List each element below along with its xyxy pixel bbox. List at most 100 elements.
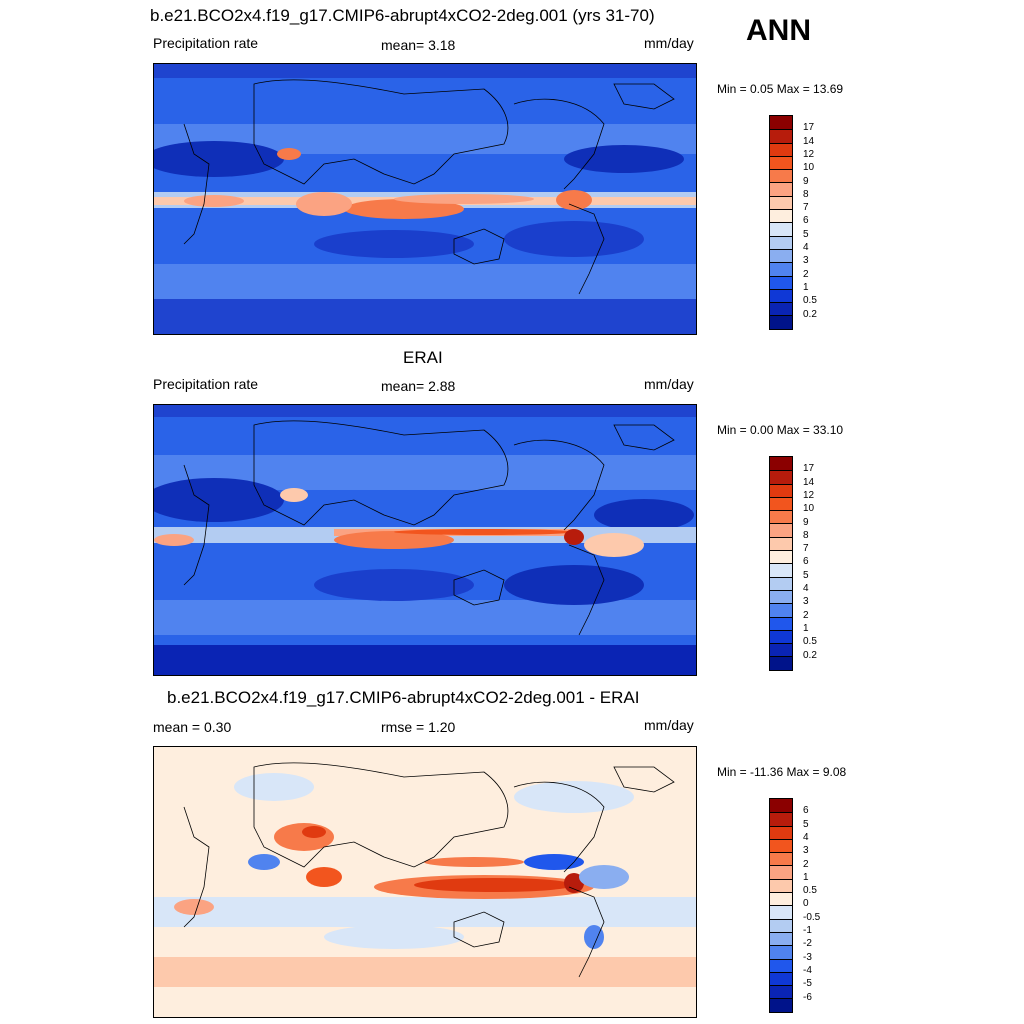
- panel2-colorbar-tick-label: 10: [803, 503, 815, 515]
- panel2-colorbar-color-box: [770, 656, 792, 670]
- panel3-colorbar-color-box: [770, 945, 792, 959]
- panel3-colorbar-color-box: [770, 838, 792, 853]
- panel1-minmax: Min = 0.05 Max = 13.69: [717, 82, 844, 96]
- panel2-colorbar-tick-label: 0.5: [803, 636, 817, 648]
- panel3-colorbar-color-box: [770, 812, 792, 826]
- panel3-colorbar-tick-label: -5: [803, 978, 812, 990]
- panel2-colorbar-color-box: [770, 550, 792, 564]
- panel2-units-label: mm/day: [644, 376, 694, 392]
- panel3-rmse-label: rmse = 1.20: [381, 719, 456, 735]
- panel2-variable-label: Precipitation rate: [153, 376, 259, 392]
- panel1-colorbar-tick-label: 6: [803, 215, 809, 227]
- panel2-colorbar-tick-label: 6: [803, 556, 809, 568]
- panel3-colorbar-tick-label: 3: [803, 845, 809, 857]
- panel1-colorbar-tick-label: 12: [803, 148, 815, 160]
- panel2-colorbar-tick-label: 8: [803, 529, 809, 541]
- panel1-colorbar-color-box: [770, 288, 792, 303]
- panel1-colorbar-color-box: [770, 129, 792, 143]
- panel2-colorbar-tick-label: 5: [803, 569, 809, 581]
- panel1-colorbar-color-box: [770, 275, 792, 289]
- panel1-colorbar-color-box: [770, 248, 792, 263]
- panel1-colorbar-color-box: [770, 155, 792, 170]
- panel1-precip-map: [153, 63, 697, 335]
- panel2-colorbar-tick-label: 14: [803, 476, 815, 488]
- panel1-colorbar-tick-label: 3: [803, 255, 809, 267]
- panel1-colorbar-tick-label: 10: [803, 162, 815, 174]
- panel2-colorbar-color-box: [770, 457, 792, 471]
- panel1-variable-label: Precipitation rate: [153, 35, 259, 51]
- panel2-colorbar: [769, 456, 793, 671]
- panel3-colorbar-tick-label: -3: [803, 951, 812, 963]
- panel1-units-label: mm/day: [644, 35, 694, 51]
- panel3-colorbar-tick-label: 0.5: [803, 885, 817, 897]
- panel2-title: ERAI: [403, 348, 443, 367]
- panel1-colorbar-tick-label: 0.5: [803, 295, 817, 307]
- panel3-colorbar-color-box: [770, 865, 792, 879]
- panel3-colorbar-tick-label: -0.5: [803, 911, 821, 923]
- panel1-colorbar-tick-label: 2: [803, 268, 809, 280]
- panel1-colorbar-color-box: [770, 222, 792, 236]
- panel3-colorbar: [769, 798, 793, 1013]
- panel3-colorbar-color-box: [770, 918, 792, 932]
- panel3-colorbar-tick-label: -6: [803, 991, 812, 1003]
- panel3-colorbar-color-box: [770, 825, 792, 839]
- panel3-mean-label: mean = 0.30: [153, 719, 232, 735]
- panel1-colorbar-tick-label: 9: [803, 175, 809, 187]
- panel2-colorbar-color-box: [770, 563, 792, 577]
- panel3-colorbar-tick-label: 1: [803, 871, 809, 883]
- panel2-colorbar-tick-label: 3: [803, 596, 809, 608]
- panel2-colorbar-color-box: [770, 643, 792, 657]
- panel2-colorbar-tick-label: 7: [803, 543, 809, 555]
- panel1-colorbar-color-box: [770, 169, 792, 183]
- panel2-colorbar-color-box: [770, 510, 792, 524]
- panel1-colorbar-tick-label: 7: [803, 202, 809, 214]
- panel2-colorbar-color-box: [770, 523, 792, 537]
- panel2-precip-map: [153, 404, 697, 676]
- panel1-title: b.e21.BCO2x4.f19_g17.CMIP6-abrupt4xCO2-2…: [150, 6, 655, 25]
- panel1-colorbar-color-box: [770, 209, 792, 223]
- panel3-colorbar-color-box: [770, 971, 792, 986]
- panel1-colorbar-tick-label: 17: [803, 122, 815, 134]
- panel1-colorbar-color-box: [770, 302, 792, 316]
- panel2-colorbar-color-box: [770, 589, 792, 604]
- panel2-colorbar-tick-label: 17: [803, 463, 815, 475]
- panel2-colorbar-tick-label: 4: [803, 583, 809, 594]
- panel3-colorbar-color-box: [770, 799, 792, 813]
- panel1-colorbar-color-box: [770, 315, 792, 329]
- panel3-colorbar-color-box: [770, 931, 792, 946]
- panel1-colorbar-color-box: [770, 142, 792, 156]
- panel3-units-label: mm/day: [644, 717, 694, 733]
- panel2-colorbar-color-box: [770, 629, 792, 644]
- panel3-colorbar-color-box: [770, 892, 792, 906]
- panel1-colorbar-tick-label: 1: [803, 281, 809, 293]
- panel3-colorbar-color-box: [770, 905, 792, 919]
- panel2-minmax: Min = 0.00 Max = 33.10: [717, 423, 844, 437]
- panel2-colorbar-color-box: [770, 576, 792, 590]
- panel1-colorbar-color-box: [770, 235, 792, 249]
- panel2-colorbar-tick-label: 0.2: [803, 649, 817, 661]
- panel1-mean-label: mean= 3.18: [381, 37, 456, 53]
- panel3-colorbar-tick-label: 2: [803, 858, 809, 870]
- panel3-colorbar-tick-label: 4: [803, 831, 809, 843]
- panel2-colorbar-tick-label: 2: [803, 609, 809, 621]
- panel2-colorbar-color-box: [770, 483, 792, 497]
- panel3-colorbar-color-box: [770, 878, 792, 893]
- panel2-colorbar-tick-label: 1: [803, 622, 809, 634]
- panel3-colorbar-tick-label: 6: [803, 805, 809, 817]
- panel3-colorbar-color-box: [770, 985, 792, 999]
- panel3-minmax: Min = -11.36 Max = 9.08: [717, 765, 847, 779]
- panel2-colorbar-color-box: [770, 536, 792, 551]
- panel3-colorbar-color-box: [770, 998, 792, 1012]
- panel3-colorbar-tick-label: -2: [803, 938, 812, 950]
- panel2-colorbar-tick-label: 9: [803, 516, 809, 528]
- panel3-colorbar-tick-label: 0: [803, 898, 809, 910]
- panel2-colorbar-color-box: [770, 603, 792, 617]
- panel2-colorbar-tick-label: 12: [803, 489, 815, 501]
- panel1-colorbar-tick-label: 5: [803, 228, 809, 240]
- panel1-colorbar-color-box: [770, 116, 792, 130]
- panel3-colorbar-tick-label: -4: [803, 964, 812, 976]
- panel3-colorbar-color-box: [770, 852, 792, 866]
- panel1-colorbar-color-box: [770, 182, 792, 196]
- panel2-colorbar-color-box: [770, 470, 792, 484]
- panel1-colorbar: [769, 115, 793, 330]
